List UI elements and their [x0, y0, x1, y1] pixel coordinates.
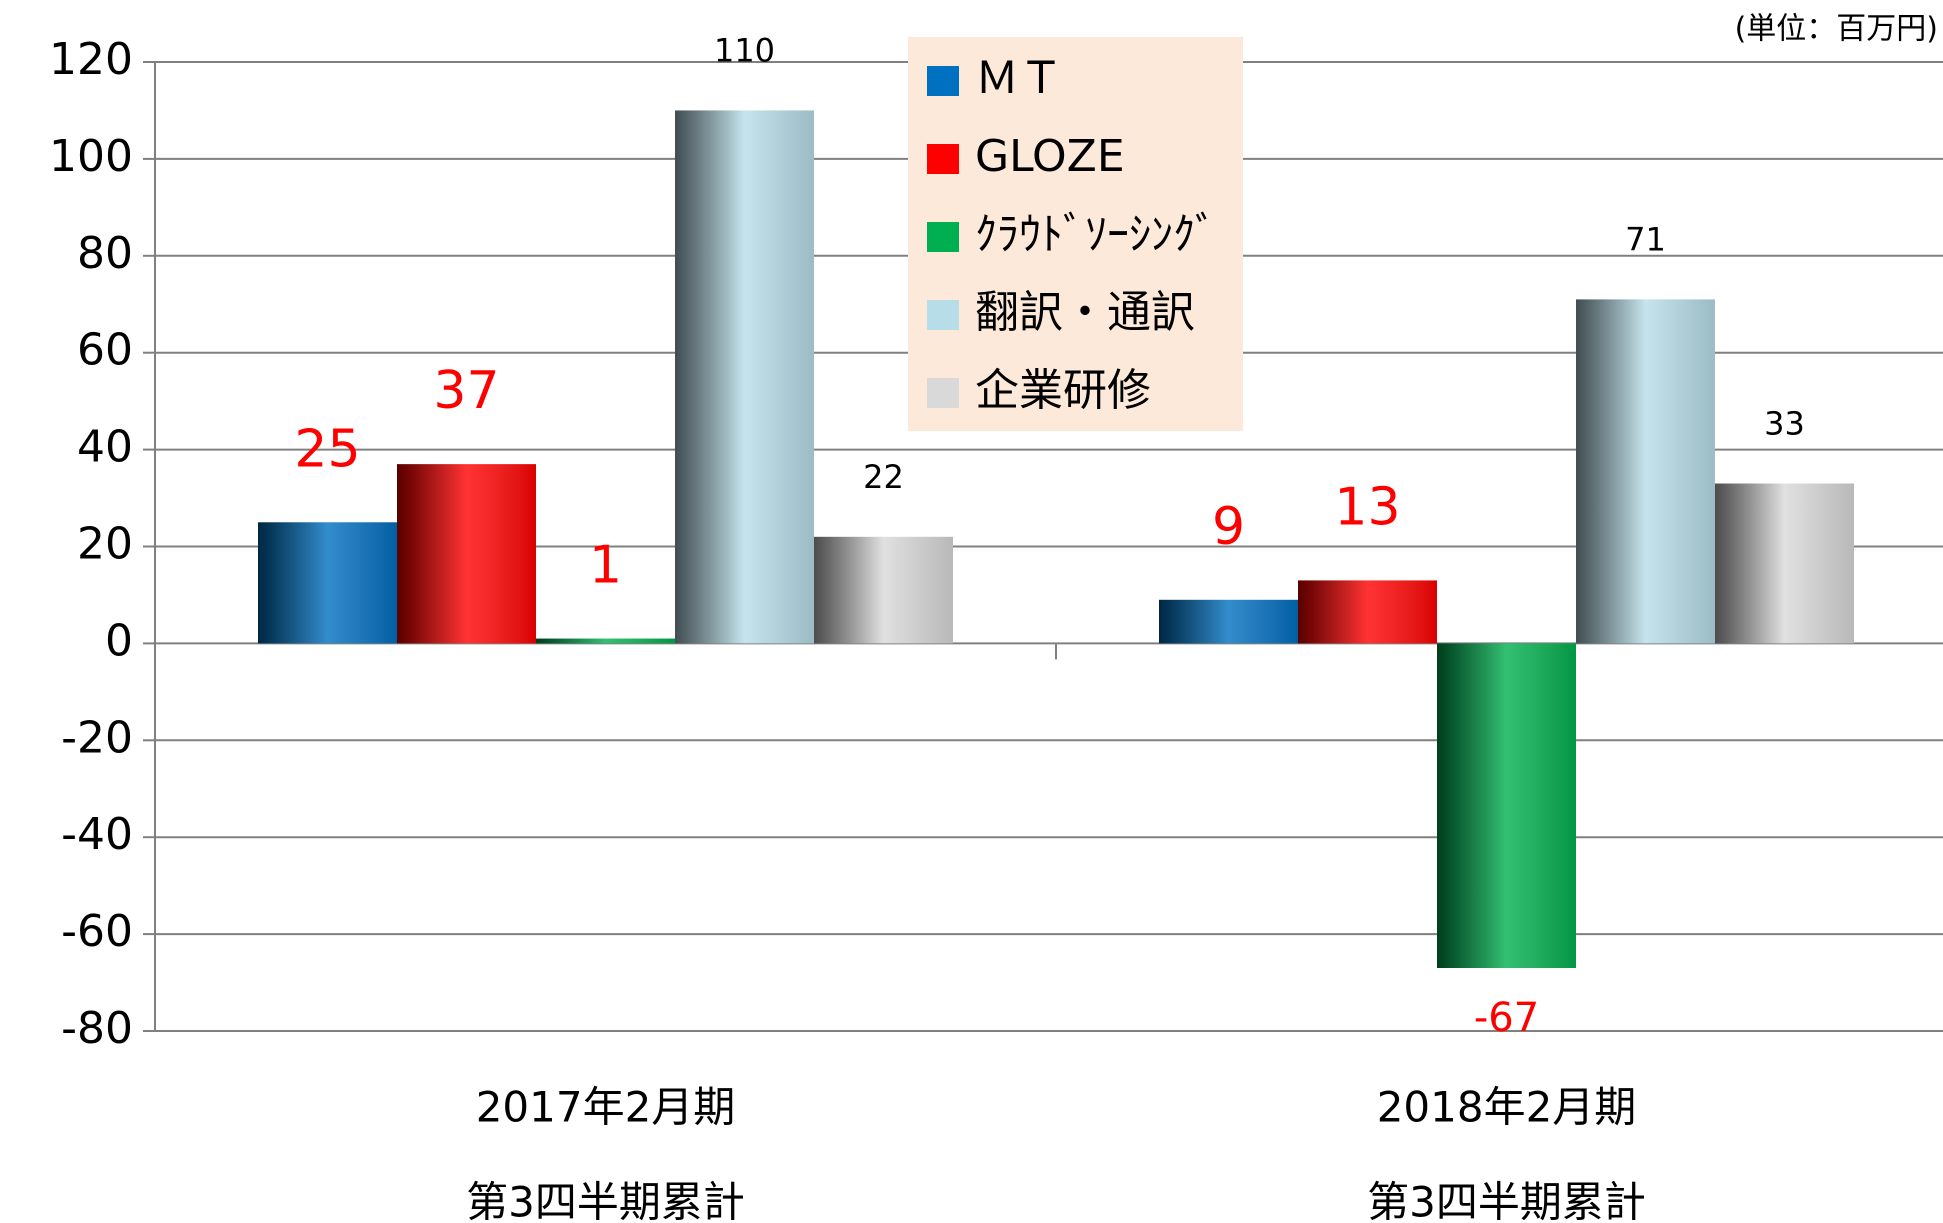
- data-label: 1: [589, 536, 622, 596]
- bar: [1159, 599, 1298, 644]
- y-tick-label: -60: [61, 906, 133, 957]
- y-tick-label: 20: [77, 519, 133, 570]
- bar: [814, 536, 953, 644]
- x-tick-label: 2018年2月期: [1377, 1083, 1637, 1132]
- legend-swatch: [927, 300, 959, 330]
- legend-swatch: [927, 144, 959, 174]
- bar: [675, 110, 814, 644]
- y-tick-label: 120: [49, 34, 133, 85]
- legend-swatch: [927, 222, 959, 252]
- legend-label: ＭＴ: [975, 53, 1063, 104]
- legend-swatch: [927, 378, 959, 408]
- bar: [258, 522, 397, 644]
- y-tick-label: 80: [77, 228, 133, 279]
- y-tick-label: -80: [61, 1003, 133, 1054]
- data-label: 110: [714, 31, 775, 69]
- legend-box: [908, 37, 1243, 431]
- data-label: 37: [433, 361, 499, 421]
- bar: [397, 464, 536, 644]
- y-tick-label: -20: [61, 712, 133, 763]
- bar: [1576, 299, 1715, 644]
- x-tick-label: 第3四半期累計: [1367, 1178, 1646, 1223]
- x-tick-label: 第3四半期累計: [466, 1178, 745, 1223]
- bar: [1437, 643, 1576, 969]
- bar: [1715, 483, 1854, 644]
- data-label: 9: [1212, 497, 1245, 557]
- y-tick-label: -40: [61, 809, 133, 860]
- y-tick-label: 0: [105, 615, 133, 666]
- bar: [1298, 580, 1437, 644]
- data-label: 71: [1625, 220, 1666, 258]
- y-tick-label: 40: [77, 422, 133, 473]
- bar: [536, 638, 675, 644]
- data-label: 33: [1764, 405, 1805, 443]
- unit-note: (単位：百万円): [1735, 12, 1938, 47]
- legend-label: 翻訳・通訳: [975, 287, 1195, 338]
- data-label: 13: [1334, 477, 1400, 537]
- y-tick-label: 100: [49, 131, 133, 182]
- legend-label: GLOZE: [975, 131, 1125, 182]
- data-label: -67: [1474, 995, 1539, 1041]
- legend-label: 企業研修: [975, 365, 1151, 416]
- legend-label: ｸﾗｳﾄﾞｿｰｼﾝｸﾞ: [975, 209, 1217, 260]
- data-label: 25: [294, 419, 360, 479]
- legend-swatch: [927, 66, 959, 96]
- x-tick-label: 2017年2月期: [476, 1083, 736, 1132]
- data-label: 22: [863, 458, 904, 496]
- y-tick-label: 60: [77, 325, 133, 376]
